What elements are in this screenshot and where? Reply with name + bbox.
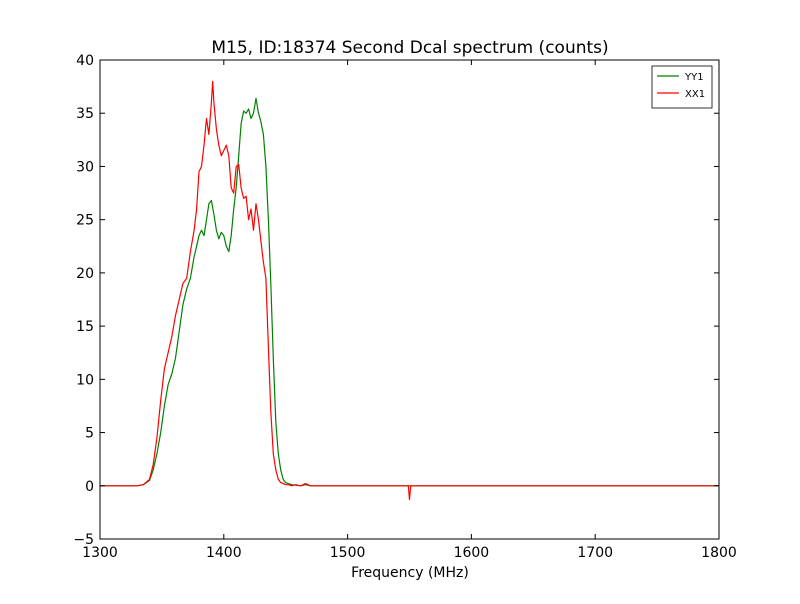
legend: YY1 XX1 bbox=[651, 65, 713, 109]
x-tick-label-1700: 1700 bbox=[577, 545, 613, 561]
x-tick-label-1500: 1500 bbox=[330, 545, 366, 561]
y-tick-label-10: 10 bbox=[76, 372, 94, 388]
legend-box bbox=[651, 65, 713, 109]
series-line-yy1 bbox=[100, 97, 719, 487]
x-tick-label-1800: 1800 bbox=[701, 545, 737, 561]
legend-label-yy1: YY1 bbox=[684, 72, 704, 83]
chart-title: M15, ID:18374 Second Dcal spectrum (coun… bbox=[211, 38, 608, 58]
y-tick-label-0: 0 bbox=[85, 479, 94, 495]
x-axis-label: Frequency (MHz) bbox=[351, 565, 469, 581]
plot-frame bbox=[99, 59, 720, 540]
x-tick-label-1400: 1400 bbox=[206, 545, 242, 561]
axes-layer: 1300 1400 1500 1600 1700 1800 −5 0 5 10 15 20 25 30 35… bbox=[73, 53, 736, 561]
legend-label-xx1: XX1 bbox=[685, 89, 705, 100]
y-tick-label-40: 40 bbox=[76, 53, 94, 69]
series-line-xx1 bbox=[100, 80, 719, 501]
x-tick-label-1300: 1300 bbox=[82, 545, 118, 561]
y-tick-label-35: 35 bbox=[76, 106, 94, 122]
y-tick-label-15: 15 bbox=[76, 319, 94, 335]
y-tick-label-5: 5 bbox=[85, 426, 94, 442]
y-tick-label-25: 25 bbox=[76, 213, 94, 229]
y-tick-label--5: −5 bbox=[73, 532, 94, 548]
y-tick-label-30: 30 bbox=[76, 159, 94, 175]
series-layer bbox=[100, 80, 719, 501]
x-tick-label-1600: 1600 bbox=[454, 545, 490, 561]
y-tick-label-20: 20 bbox=[76, 266, 94, 282]
